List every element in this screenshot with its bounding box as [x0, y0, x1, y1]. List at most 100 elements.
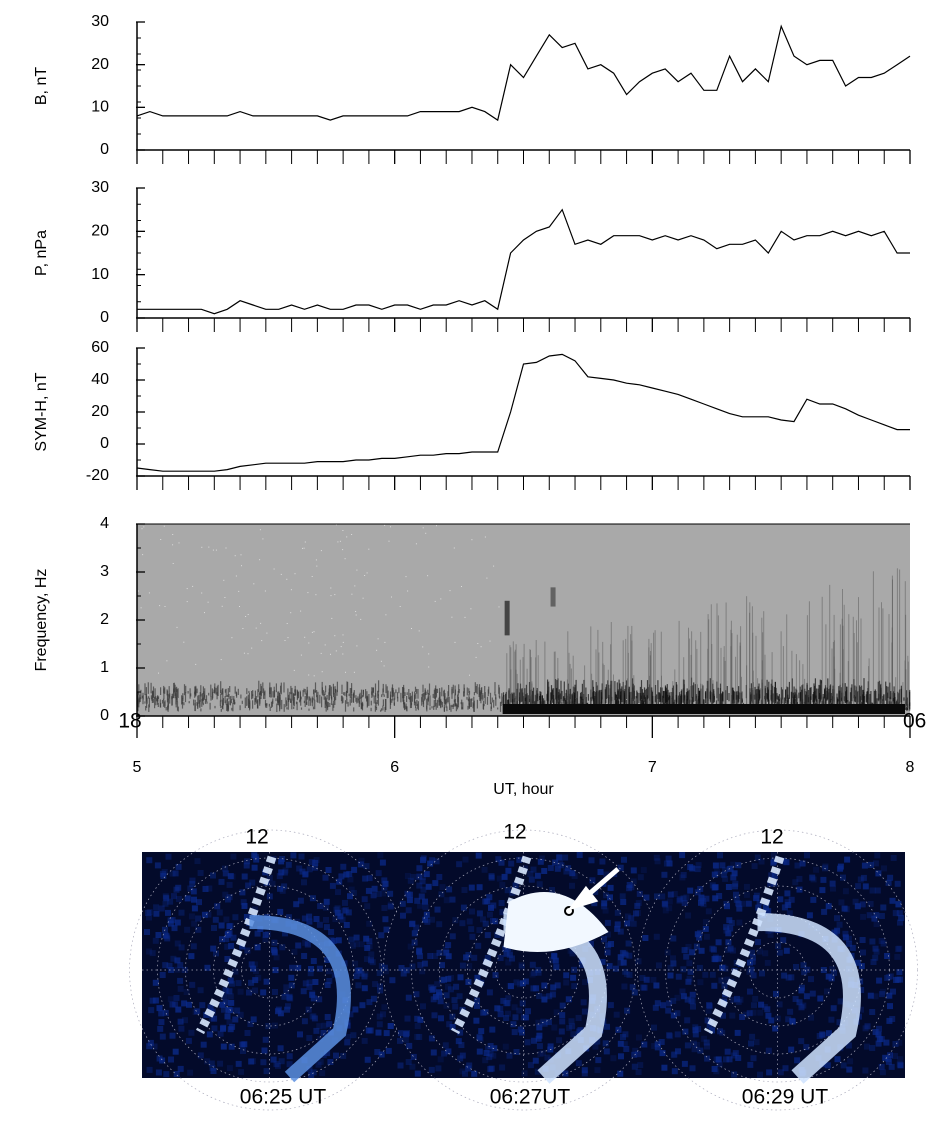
image-noise — [862, 1068, 868, 1074]
image-noise — [829, 966, 835, 972]
image-noise — [755, 939, 761, 945]
spectrogram-speck — [429, 684, 430, 696]
image-noise — [195, 858, 201, 864]
spectrogram-streak — [571, 669, 572, 709]
spectrogram-streak — [832, 649, 833, 709]
y-tick-label: 0 — [100, 309, 109, 326]
image-noise — [444, 992, 450, 998]
image-noise — [475, 943, 481, 949]
spectrogram-speck — [206, 702, 207, 704]
image-noise — [409, 1064, 415, 1070]
image-noise — [819, 887, 825, 893]
spectrogram-dot — [192, 586, 193, 587]
image-noise — [653, 1005, 659, 1011]
image-noise — [174, 887, 180, 893]
spectrogram-speck — [494, 682, 495, 692]
spectrogram-speck — [148, 682, 149, 694]
spectrogram-speck — [644, 687, 645, 702]
spectrogram-dot — [325, 644, 326, 645]
spectrogram-dot — [368, 549, 369, 550]
image-noise — [344, 1039, 350, 1045]
image-noise — [317, 966, 323, 972]
image-noise — [401, 971, 407, 977]
spectrogram-dot — [142, 528, 143, 529]
spectrogram-speck — [501, 693, 502, 703]
spectrogram-speck — [214, 706, 215, 708]
spectrogram-speck — [172, 697, 173, 705]
image-noise — [487, 989, 493, 995]
spectrogram-streak — [631, 626, 632, 708]
image-noise — [465, 1066, 471, 1072]
spectrogram-speck — [383, 699, 384, 706]
image-noise — [687, 888, 693, 894]
image-noise — [448, 975, 454, 981]
spectrogram-speck — [588, 694, 589, 701]
image-noise — [168, 1057, 174, 1063]
image-noise — [397, 1038, 403, 1044]
time-label: 06:29 UT — [742, 1086, 829, 1109]
spectrogram-speck — [197, 696, 198, 708]
spectrogram-streak — [569, 653, 570, 708]
spectrogram-speck — [601, 692, 602, 702]
image-noise — [660, 1002, 666, 1008]
image-noise — [283, 868, 289, 874]
image-noise — [236, 1061, 242, 1067]
image-noise — [429, 1067, 435, 1073]
image-noise — [326, 867, 332, 873]
y-tick-label: 30 — [91, 179, 109, 196]
spectrogram-dot — [411, 628, 412, 629]
spectrogram-speck — [450, 705, 451, 712]
image-noise — [556, 1037, 562, 1043]
image-noise — [376, 870, 382, 876]
image-noise — [174, 995, 180, 1001]
image-noise — [870, 888, 876, 894]
image-noise — [436, 921, 442, 927]
image-noise — [251, 1016, 257, 1022]
image-noise — [659, 894, 665, 900]
image-noise — [869, 1009, 875, 1015]
image-noise — [164, 935, 170, 941]
image-noise — [618, 929, 624, 935]
image-noise — [879, 1064, 885, 1070]
image-noise — [581, 999, 587, 1005]
spectrogram-speck — [566, 690, 567, 706]
spectrogram-speck — [552, 690, 553, 703]
image-noise — [703, 926, 709, 932]
image-noise — [497, 1006, 503, 1012]
image-noise — [896, 902, 902, 908]
image-noise — [508, 861, 514, 867]
image-noise — [855, 883, 861, 889]
spectrogram-streak — [679, 621, 680, 708]
spectrogram-speck — [466, 697, 467, 700]
spectrogram-dot — [253, 583, 254, 584]
spectrogram-speck — [373, 688, 374, 693]
spectrogram-speck — [539, 696, 540, 700]
spectrogram-dot — [187, 588, 188, 589]
image-noise — [335, 889, 341, 895]
spectrogram-speck — [195, 687, 196, 695]
spectrogram-streak — [741, 677, 742, 708]
y-axis-label: P, nPa — [33, 230, 50, 276]
spectrogram-streak — [825, 624, 826, 708]
image-noise — [512, 1029, 518, 1035]
image-noise — [326, 978, 332, 984]
image-noise — [608, 1002, 614, 1008]
image-noise — [682, 1061, 688, 1067]
spectrogram-speck — [442, 702, 443, 707]
y-tick-label: -20 — [86, 467, 109, 484]
spectrogram-dot — [261, 640, 262, 641]
image-noise — [683, 954, 689, 960]
image-noise — [744, 892, 750, 898]
image-noise — [436, 989, 442, 995]
image-noise — [482, 867, 488, 873]
image-noise — [326, 1021, 332, 1027]
image-noise — [873, 946, 879, 952]
spectrogram-streak — [879, 608, 880, 709]
image-noise — [316, 1023, 322, 1029]
image-noise — [156, 932, 162, 938]
spectrogram-speck — [230, 696, 231, 705]
image-noise — [513, 1014, 519, 1020]
spectrogram-dot — [490, 641, 491, 642]
image-noise — [860, 937, 866, 943]
image-noise — [225, 931, 231, 937]
